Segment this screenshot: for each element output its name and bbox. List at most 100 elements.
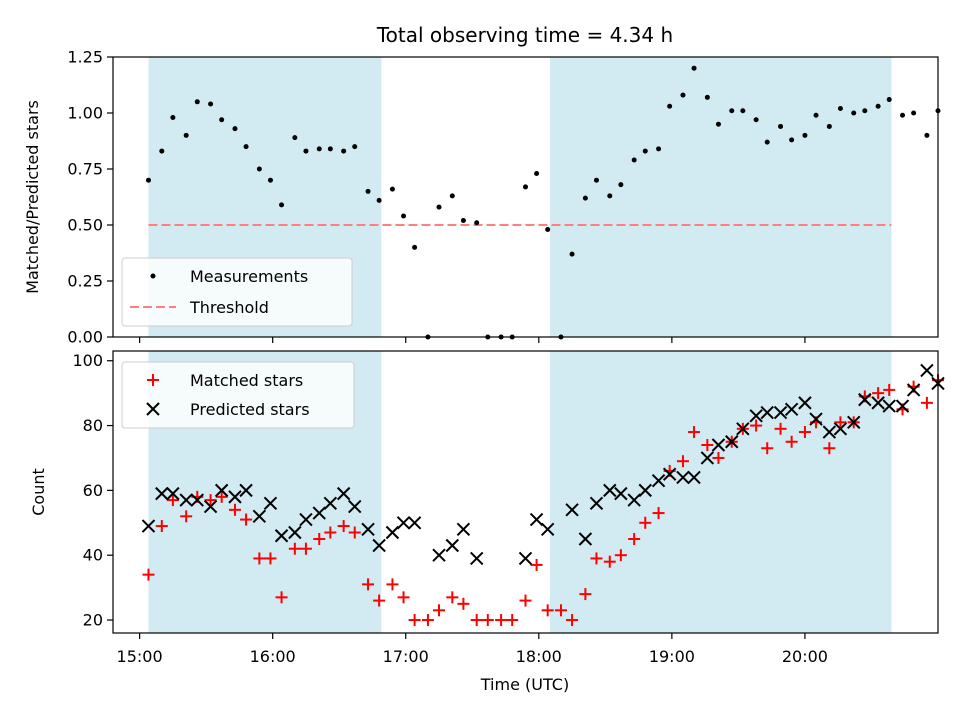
measurement-point bbox=[436, 204, 442, 210]
measurement-point bbox=[753, 117, 759, 123]
legend-label-predicted: Predicted stars bbox=[190, 400, 310, 419]
measurement-point bbox=[376, 197, 382, 203]
bottom-y-tick-label: 80 bbox=[83, 416, 103, 435]
matched-star-marker bbox=[566, 614, 579, 627]
matched-star-marker bbox=[774, 422, 787, 435]
legend-marker-matched bbox=[147, 374, 159, 386]
measurement-point bbox=[911, 110, 917, 116]
matched-star-marker bbox=[204, 494, 217, 507]
predicted-star-marker bbox=[651, 473, 666, 488]
predicted-star-marker bbox=[323, 496, 338, 511]
matched-star-marker bbox=[761, 442, 774, 455]
matched-stars-points bbox=[142, 374, 944, 627]
measurement-point bbox=[569, 251, 575, 257]
predicted-star-marker bbox=[540, 522, 555, 536]
top-x-ticks bbox=[139, 337, 806, 343]
matched-star-marker bbox=[628, 533, 641, 545]
measurement-point bbox=[352, 144, 358, 150]
predicted-star-marker bbox=[239, 483, 253, 498]
predicted-star-marker bbox=[166, 486, 180, 501]
matched-star-marker bbox=[579, 588, 592, 601]
measurement-point bbox=[826, 123, 832, 129]
matched-star-marker bbox=[348, 526, 361, 539]
measurement-point bbox=[460, 218, 466, 224]
measurement-point bbox=[159, 148, 165, 154]
measurement-point bbox=[243, 144, 249, 150]
measurement-point bbox=[267, 177, 273, 183]
matched-star-marker bbox=[470, 614, 483, 627]
measurement-point bbox=[715, 121, 721, 127]
matched-star-marker bbox=[264, 552, 277, 565]
matched-star-marker bbox=[457, 597, 470, 610]
matched-star-marker bbox=[712, 451, 725, 464]
predicted-star-marker bbox=[456, 522, 471, 536]
matched-star-marker bbox=[750, 419, 763, 432]
predicted-star-marker bbox=[871, 396, 885, 410]
bottom-y-tick-label: 100 bbox=[72, 351, 103, 370]
matched-star-marker bbox=[481, 614, 494, 627]
predicted-star-marker bbox=[407, 516, 422, 530]
matched-star-marker bbox=[373, 594, 386, 607]
measurement-point bbox=[680, 92, 686, 98]
predicted-star-marker bbox=[578, 532, 593, 546]
measurement-point bbox=[279, 202, 285, 208]
measurement-point bbox=[900, 112, 906, 118]
measurement-point bbox=[667, 103, 673, 109]
matched-star-marker bbox=[614, 549, 627, 562]
matched-star-marker bbox=[362, 578, 375, 591]
predicted-star-marker bbox=[847, 415, 861, 430]
matched-star-marker bbox=[506, 614, 519, 627]
predicted-star-marker bbox=[252, 509, 267, 524]
predicted-star-marker bbox=[179, 493, 193, 507]
measurement-point bbox=[194, 99, 200, 105]
predicted-star-marker bbox=[445, 538, 460, 553]
matched-star-marker bbox=[386, 578, 399, 591]
measurement-point bbox=[256, 166, 262, 172]
predicted-star-marker bbox=[638, 483, 652, 498]
measurement-point bbox=[631, 157, 637, 163]
matched-star-marker bbox=[275, 591, 288, 604]
matched-star-marker bbox=[324, 526, 337, 539]
top-y-tick-label: 1.25 bbox=[67, 48, 103, 67]
measurement-point bbox=[341, 148, 347, 154]
predicted-star-marker bbox=[203, 499, 218, 514]
matched-star-marker bbox=[883, 383, 896, 396]
predicted-star-marker bbox=[263, 496, 278, 511]
bottom-y-tick-label: 60 bbox=[83, 481, 103, 500]
bottom-x-tick-label: 19:00 bbox=[649, 647, 695, 666]
bottom-shade-1 bbox=[549, 351, 892, 633]
predicted-star-marker bbox=[214, 483, 229, 498]
matched-star-marker bbox=[421, 614, 434, 627]
predicted-star-marker bbox=[614, 486, 628, 501]
matched-star-marker bbox=[446, 591, 459, 604]
bottom-x-tick-label: 15:00 bbox=[117, 647, 163, 666]
matched-star-marker bbox=[408, 614, 421, 627]
legend-marker-measurements bbox=[150, 273, 156, 279]
predicted-stars-points bbox=[141, 363, 945, 566]
matched-star-marker bbox=[639, 516, 652, 529]
predicted-star-marker bbox=[274, 529, 289, 543]
predicted-star-marker bbox=[155, 486, 169, 501]
top-legend: Measurements Threshold bbox=[121, 257, 353, 327]
measurement-point bbox=[474, 220, 480, 226]
measurement-point bbox=[534, 170, 540, 176]
predicted-star-marker bbox=[336, 486, 351, 501]
measurement-point bbox=[642, 148, 648, 154]
measurement-point bbox=[365, 188, 371, 194]
measurement-point bbox=[607, 193, 613, 199]
measurement-point bbox=[851, 110, 857, 116]
predicted-star-marker bbox=[529, 512, 544, 527]
matched-star-marker bbox=[433, 604, 446, 617]
matched-star-marker bbox=[554, 604, 567, 617]
matched-star-marker bbox=[240, 513, 253, 526]
predicted-star-marker bbox=[627, 493, 641, 507]
measurement-point bbox=[886, 97, 892, 103]
measurement-point bbox=[208, 101, 214, 107]
predicted-star-marker bbox=[833, 422, 848, 436]
measurement-point bbox=[778, 123, 784, 129]
predicted-star-marker bbox=[736, 422, 750, 436]
measurement-point bbox=[232, 126, 238, 132]
matched-star-marker bbox=[155, 520, 168, 533]
bottom-y-tick-label: 20 bbox=[83, 611, 103, 630]
matched-star-marker bbox=[590, 552, 603, 565]
